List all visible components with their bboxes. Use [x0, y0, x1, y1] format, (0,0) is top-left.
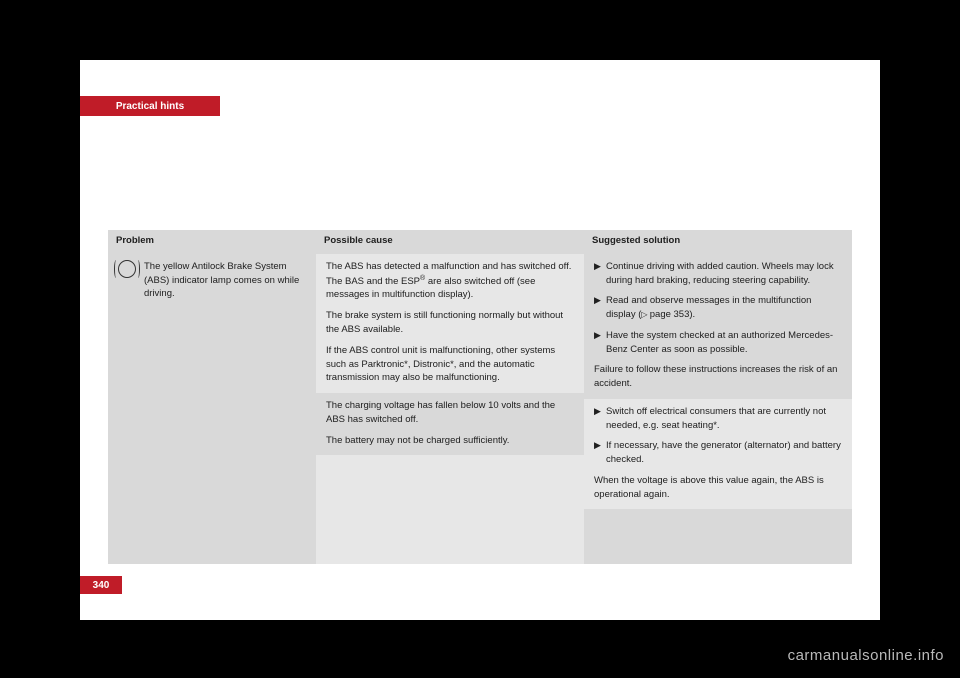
troubleshooting-table: Problem The yellow Antilock Brake System… [108, 230, 852, 564]
solution1-bullet3: ▶Have the system checked at an autho­riz… [594, 329, 842, 357]
watermark-text: carmanualsonline.info [788, 647, 944, 664]
page-number: 340 [80, 576, 122, 594]
cause1-p2: The brake system is still functioning no… [326, 309, 574, 337]
solution2-bullet1: ▶Switch off electrical consumers that ar… [594, 405, 842, 433]
cause-cell-1: The ABS has detected a malfunction and h… [316, 254, 584, 393]
problem-text: The yellow Antilock Brake System (ABS) i… [144, 260, 306, 301]
header-cause: Possible cause [316, 230, 584, 254]
solution1-bullet1: ▶Continue driving with added caution. Wh… [594, 260, 842, 288]
cause1-p3: If the ABS control unit is malfunctionin… [326, 344, 574, 385]
column-problem: Problem The yellow Antilock Brake System… [108, 230, 316, 564]
cause-cell-2: The charging voltage has fallen below 10… [316, 393, 584, 455]
column-solution: Suggested solution ▶Continue driving wit… [584, 230, 852, 564]
solution1-bullet2: ▶Read and observe messages in the mul­ti… [594, 294, 842, 322]
solution-cell-1: ▶Continue driving with added caution. Wh… [584, 254, 852, 399]
cause2-p1: The charging voltage has fallen below 10… [326, 399, 574, 427]
cause2-p2: The battery may not be charged sufficien… [326, 434, 574, 448]
header-problem: Problem [108, 230, 316, 254]
problem-cell: The yellow Antilock Brake System (ABS) i… [108, 254, 316, 564]
column-cause: Possible cause The ABS has detected a ma… [316, 230, 584, 564]
abs-warning-icon [118, 260, 144, 301]
solution1-note: Failure to follow these instructions inc… [594, 363, 842, 391]
cause1-p1: The ABS has detected a malfunction and h… [326, 260, 574, 302]
solution2-bullet2: ▶If necessary, have the generator (alter… [594, 439, 842, 467]
manual-page: Practical hints Problem The yellow Antil… [80, 60, 880, 620]
solution2-note: When the voltage is above this value aga… [594, 474, 842, 502]
section-tab: Practical hints [80, 96, 220, 116]
solution-cell-2: ▶Switch off electrical consumers that ar… [584, 399, 852, 510]
header-solution: Suggested solution [584, 230, 852, 254]
